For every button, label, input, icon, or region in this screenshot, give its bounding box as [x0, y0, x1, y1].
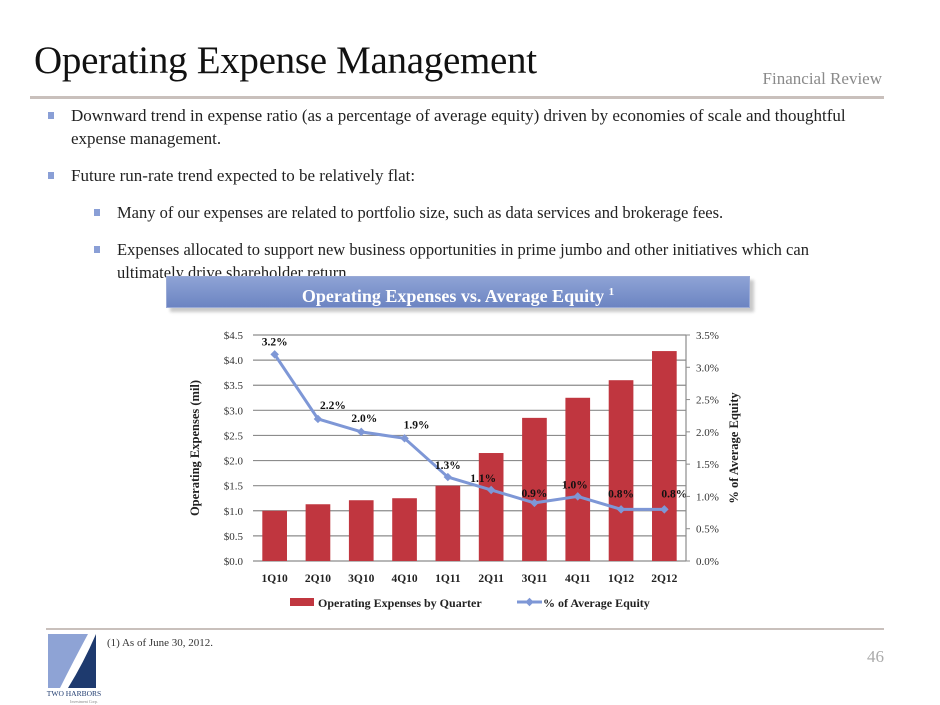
bullet-square-icon: [48, 112, 54, 119]
data-label: 1.3%: [435, 460, 461, 472]
bar: [392, 498, 417, 561]
bar: [478, 453, 504, 561]
logo-name: TWO HARBORS: [47, 689, 101, 698]
bar: [608, 380, 634, 561]
y-tick-label: $2.0: [224, 456, 244, 468]
y2-tick-label: 2.5%: [696, 395, 719, 407]
legend-label-line: % of Average Equity: [543, 596, 650, 610]
x-tick-label: 2Q10: [305, 573, 331, 585]
y2-axis-label: % of Average Equity: [727, 392, 741, 504]
y2-tick-label: 0.5%: [696, 524, 719, 536]
chart-title-banner: Operating Expenses vs. Average Equity 1: [166, 276, 750, 308]
bar: [435, 485, 461, 561]
bullet-item: Future run-rate trend expected to be rel…: [46, 164, 876, 187]
y-tick-label: $1.0: [224, 506, 244, 518]
data-label: 1.0%: [562, 479, 588, 491]
x-tick-label: 1Q11: [435, 573, 461, 585]
y2-tick-label: 3.0%: [696, 362, 719, 374]
data-label: 0.8%: [608, 488, 634, 500]
bar: [262, 510, 287, 561]
data-label: 3.2%: [262, 336, 288, 348]
sub-bullet-item: Many of our expenses are related to port…: [92, 201, 876, 224]
bullet-square-icon: [94, 246, 100, 253]
line-series: 3.2% 2.2% 2.0% 1.9% 1.3% 1.1% 0.9% 1.0% 0.8% 0.8%: [262, 336, 687, 514]
line-marker: [270, 350, 279, 359]
logo-sub: Investment Corp.: [70, 699, 98, 704]
footer-divider: [46, 628, 884, 630]
y2-tick-label: 1.0%: [696, 491, 719, 503]
y-tick-label: $4.5: [224, 330, 244, 342]
line-marker: [400, 434, 409, 443]
line-marker: [313, 414, 323, 424]
bar: [522, 417, 547, 561]
y-tick-label: $4.0: [224, 355, 244, 367]
x-tick-label: 1Q10: [262, 573, 288, 585]
data-label: 2.0%: [351, 413, 377, 425]
x-tick-label: 4Q10: [391, 573, 417, 585]
x-tick-label: 4Q11: [565, 573, 591, 585]
chart-title: Operating Expenses vs. Average Equity: [301, 286, 605, 306]
bullet-square-icon: [94, 209, 100, 216]
x-tick-label: 1Q12: [608, 573, 634, 585]
y2-tick-label: 3.5%: [696, 330, 719, 342]
header-divider: [30, 96, 884, 99]
bullet-square-icon: [48, 172, 54, 179]
line-marker: [357, 427, 366, 437]
y-tick-label: $3.0: [224, 405, 244, 417]
legend-label-bars: Operating Expenses by Quarter: [318, 596, 482, 610]
bar: [348, 500, 374, 561]
x-tick-label: 3Q11: [522, 573, 548, 585]
footnote: (1) As of June 30, 2012.: [107, 637, 214, 649]
data-label: 1.9%: [404, 419, 430, 431]
line-marker: [530, 498, 539, 508]
bar: [305, 504, 331, 561]
data-label: 1.1%: [470, 473, 496, 485]
legend-swatch-bars: [290, 598, 314, 606]
y-tick-label: $2.5: [224, 430, 244, 442]
line-marker: [660, 505, 669, 514]
y-tick-label: $0.0: [224, 556, 244, 568]
y-axis-right: 0.0% 0.5% 1.0% 1.5% 2.0% 2.5% 3.0% 3.5%: [685, 330, 719, 568]
bar: [565, 397, 591, 561]
x-tick-label: 3Q10: [348, 573, 374, 585]
x-tick-label: 2Q12: [651, 573, 677, 585]
y2-tick-label: 1.5%: [696, 459, 719, 471]
data-label: 0.8%: [661, 488, 687, 500]
footnote-mark: 1: [608, 286, 615, 298]
page-title: Operating Expense Management: [34, 39, 537, 82]
y-axis-label: Operating Expenses (mil): [188, 380, 202, 516]
data-label: 0.9%: [522, 488, 548, 500]
x-tick-label: 2Q11: [478, 573, 504, 585]
bullet-list: Downward trend in expense ratio (as a pe…: [46, 104, 876, 298]
line-marker: [443, 472, 453, 482]
x-axis: 1Q10 2Q10 3Q10 4Q10 1Q11 2Q11 3Q11 4Q11 1Q12 2Q12: [262, 573, 678, 585]
data-label: 2.2%: [320, 400, 346, 412]
line-marker: [486, 485, 496, 495]
legend: Operating Expenses by Quarter % of Avera…: [290, 596, 650, 610]
legend-marker: [525, 597, 534, 607]
y-tick-label: $1.5: [224, 481, 244, 493]
page-number: 46: [867, 647, 884, 666]
section-label: Financial Review: [762, 69, 882, 88]
bullet-item: Downward trend in expense ratio (as a pe…: [46, 104, 876, 150]
y-tick-label: $3.5: [224, 380, 244, 392]
line-marker: [573, 492, 582, 501]
company-logo: TWO HARBORS Investment Corp.: [47, 634, 101, 704]
line-marker: [616, 505, 626, 514]
bar: [652, 351, 677, 561]
y2-tick-label: 2.0%: [696, 427, 719, 439]
y-tick-label: $0.5: [224, 531, 244, 543]
y-axis-left: $0.0 $0.5 $1.0 $1.5 $2.0 $2.5 $3.0 $3.5 $4.0 $4.5: [224, 330, 244, 568]
bar-series: [262, 351, 677, 561]
y2-tick-label: 0.0%: [696, 556, 719, 568]
series-line: [273, 353, 665, 511]
